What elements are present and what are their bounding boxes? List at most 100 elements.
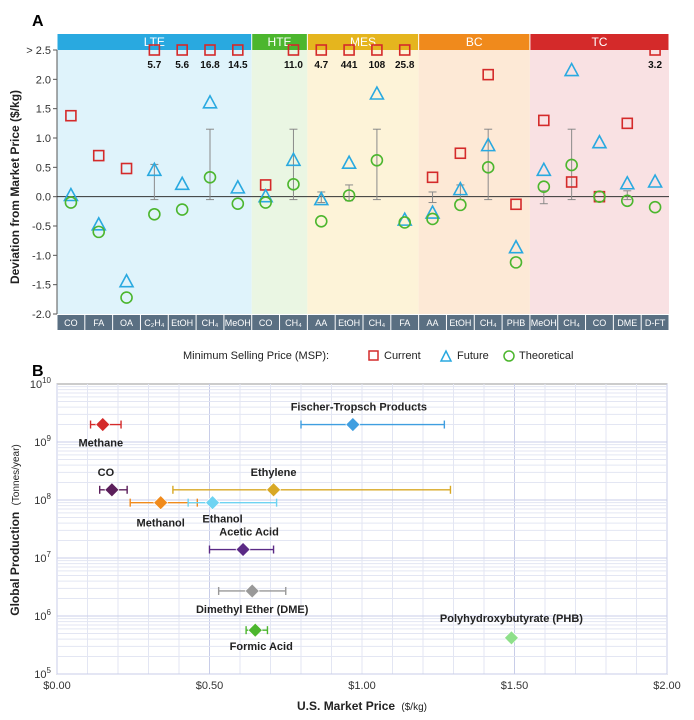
category-label: CO [593, 318, 607, 328]
theoretical-marker [175, 203, 189, 216]
future-marker [535, 161, 552, 177]
current-marker [232, 44, 244, 56]
category-label: DME [617, 318, 637, 328]
category-box [196, 315, 224, 330]
product-label: Formic Acid [230, 641, 293, 653]
future-marker [508, 239, 524, 254]
category-box [363, 315, 391, 330]
current-marker [649, 44, 661, 56]
category-box [419, 315, 446, 330]
product-label: Polyhydroxybutyrate (PHB) [440, 613, 583, 625]
x-tick-label: $1.50 [501, 680, 529, 692]
product-label: Dimethyl Ether (DME) [196, 604, 309, 616]
y-tick-base: 10 [30, 379, 42, 391]
current-marker [287, 44, 300, 56]
product-label: Methane [78, 438, 123, 450]
current-marker [315, 44, 328, 56]
legend-theoretical-marker [503, 350, 515, 362]
group-band-tc [529, 50, 669, 314]
category-box [252, 315, 280, 330]
category-label: CH₄ [480, 318, 497, 328]
category-label: MeOH [531, 318, 557, 328]
product-marker [95, 417, 111, 432]
y-tick-exponent: 9 [47, 434, 52, 443]
y-tick-label: 108 [34, 492, 51, 507]
y-tick-label: 106 [34, 608, 51, 623]
offscale-value-label: 11.0 [284, 60, 303, 71]
y-tick-label: 0.5 [36, 162, 51, 174]
current-marker [510, 198, 522, 211]
category-box [224, 315, 252, 330]
y-tick-base: 10 [34, 553, 46, 565]
y-tick-label: 2.0 [36, 74, 51, 86]
panel-b-y-label-text: Global Production [8, 512, 22, 616]
theoretical-marker [398, 216, 412, 229]
current-marker [120, 162, 133, 175]
category-label: CH₄ [285, 318, 302, 328]
x-tick-label: $2.00 [653, 680, 681, 692]
future-marker [229, 179, 246, 194]
category-box [168, 315, 196, 330]
y-tick-label: -1.0 [32, 250, 51, 262]
theoretical-marker [92, 225, 106, 239]
product-marker [266, 482, 281, 498]
category-label: EtOH [338, 318, 360, 328]
theoretical-marker [148, 207, 161, 221]
category-box [57, 315, 85, 330]
category-box [613, 315, 641, 330]
product-marker [235, 542, 251, 557]
theoretical-marker [259, 196, 272, 209]
y-tick-label: 1.0 [36, 133, 51, 145]
theoretical-marker [342, 189, 356, 202]
y-tick-base: 10 [34, 495, 46, 507]
svg-text:Global Production (Tonne: Global Production (Tonnes/year) [8, 444, 22, 615]
offscale-value-label: 16.8 [200, 60, 220, 71]
panel-b: $0.00 $0.50 $1.00 $1.50 $2.00105106107108109… [30, 376, 681, 692]
future-marker [174, 175, 191, 191]
svg-text:U.S. Market Price ($/kg): U.S. Market Price ($/kg) [297, 699, 427, 713]
current-marker [621, 117, 634, 130]
group-header-tc [530, 34, 669, 50]
legend-future-label: Future [457, 350, 489, 362]
y-tick-exponent: 10 [42, 376, 51, 385]
product-marker [247, 622, 263, 638]
y-tick-base: 10 [34, 611, 46, 623]
category-label: EtOH [171, 318, 193, 328]
category-box [530, 315, 558, 330]
y-tick-label: 109 [34, 434, 51, 449]
category-label: OA [120, 318, 133, 328]
group-label-tc: TC [591, 35, 607, 49]
panel-b-label: B [32, 363, 44, 380]
category-label: CO [259, 318, 273, 328]
category-label: FA [93, 318, 104, 328]
theoretical-marker [593, 190, 606, 203]
y-tick-exponent: 8 [47, 492, 52, 501]
current-marker [482, 68, 494, 81]
current-marker [426, 171, 439, 184]
current-marker [65, 109, 77, 122]
offscale-value-label: 4.7 [314, 60, 328, 71]
legend-current-label: Current [384, 350, 421, 362]
offscale-value-label: 5.7 [147, 60, 161, 71]
group-band-mes [307, 50, 419, 314]
panel-a-legend: Minimum Selling Price (MSP): Current Fut… [183, 349, 573, 362]
theoretical-marker [620, 194, 634, 208]
group-label-lte: LTE [144, 35, 165, 49]
offscale-value-label: 25.8 [395, 60, 415, 71]
theoretical-marker [314, 215, 328, 228]
product-marker [153, 495, 169, 511]
product-label: Acetic Acid [219, 527, 279, 539]
x-tick-label: $0.50 [196, 680, 224, 692]
category-label: PHB [507, 318, 526, 328]
category-box [85, 315, 113, 330]
theoretical-marker [203, 171, 217, 184]
future-marker [341, 154, 357, 170]
future-marker [369, 85, 385, 100]
current-marker [565, 176, 578, 188]
panel-a-y-axis-label: Deviation from Market Price ($/kg) [8, 90, 22, 284]
legend-current-marker [368, 350, 379, 361]
category-box [113, 315, 140, 330]
product-label: Ethylene [251, 467, 297, 479]
category-label: CO [64, 318, 78, 328]
theoretical-marker [648, 200, 662, 214]
